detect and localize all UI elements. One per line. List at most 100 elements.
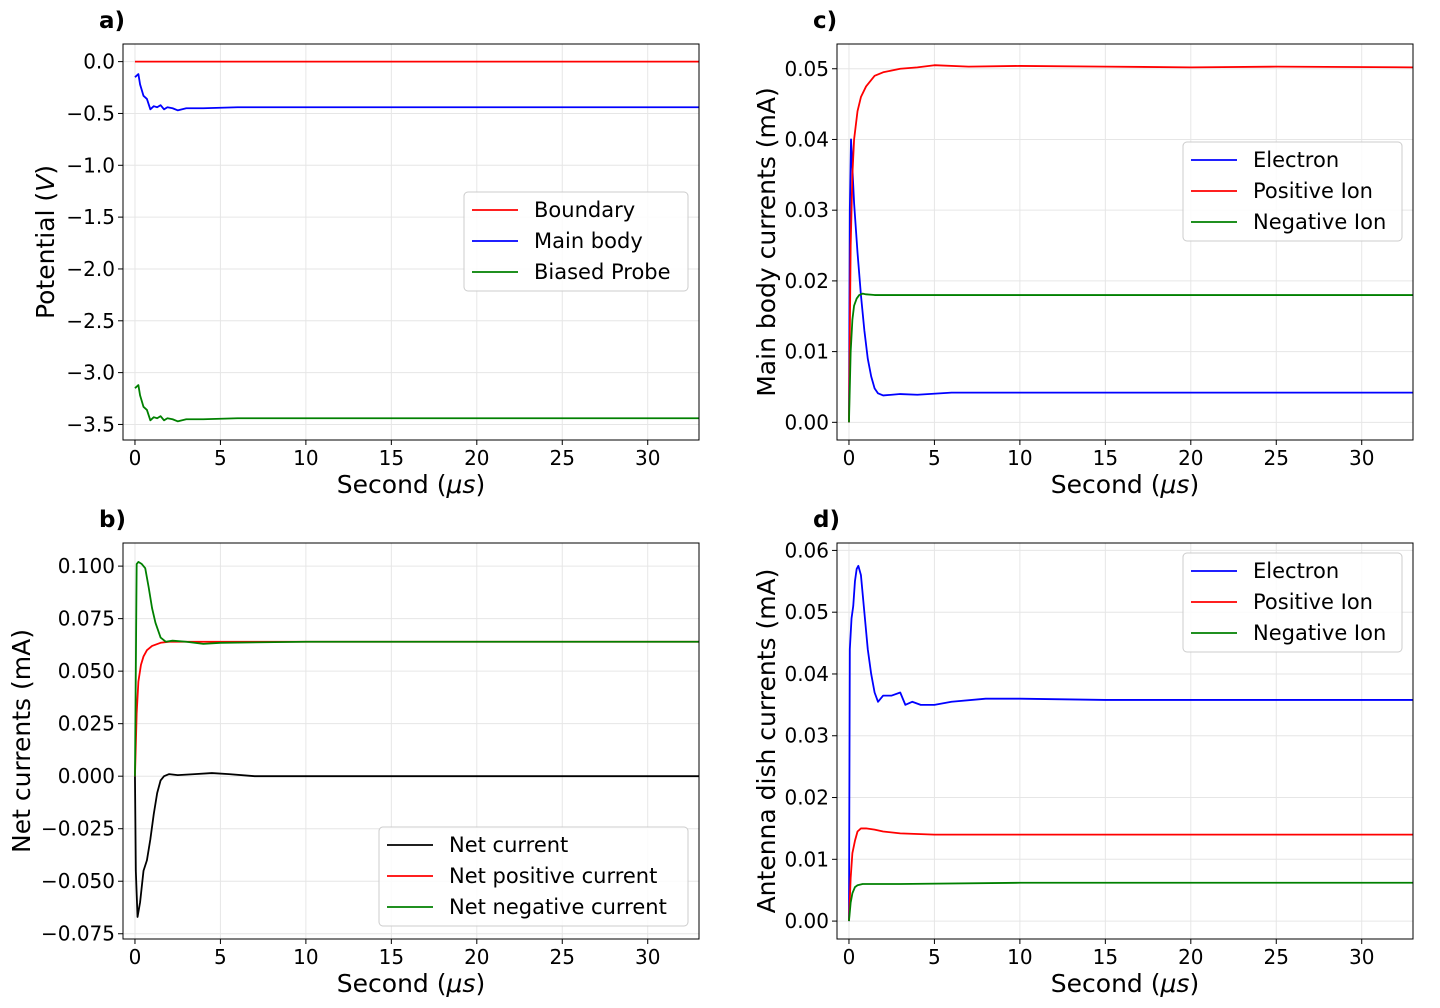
x-tick-label: 5	[214, 945, 227, 969]
x-axis-label: Second (μs)	[1051, 470, 1199, 499]
x-tick-label: 30	[635, 945, 660, 969]
x-tick-label: 30	[1349, 446, 1374, 470]
series-line-positive-ion	[848, 827, 1413, 922]
panel-c: 0 5 10 15 20 25 30 0.00 0.01 0.02 0.03 0.04 0.05 Seco…	[752, 8, 1414, 499]
y-tick-label: 0.00	[784, 909, 829, 933]
series-line-electron	[848, 564, 1413, 922]
y-tick-label: 0.0	[83, 50, 115, 74]
y-tick-label: 0.04	[784, 662, 829, 686]
series-line-main-body	[134, 73, 699, 112]
x-tick-label: 5	[928, 446, 941, 470]
x-tick-label: 30	[1349, 945, 1374, 969]
y-tick-label: 0.050	[58, 659, 115, 683]
x-axis-label-text: Second (	[337, 470, 447, 499]
y-tick-label: 0.03	[784, 724, 829, 748]
legend-box	[1182, 141, 1403, 242]
y-tick-label: −3.5	[66, 412, 115, 436]
x-tick-label: 10	[1007, 446, 1032, 470]
x-tick-label: 25	[1264, 446, 1289, 470]
x-tick-label: 10	[293, 945, 318, 969]
y-axis-label: Potential (V)	[31, 165, 60, 319]
legend-box	[378, 826, 689, 927]
x-tick-label: 20	[464, 446, 489, 470]
panel-label: b)	[99, 507, 126, 533]
legend-box	[463, 191, 689, 292]
x-tick-label: 0	[129, 945, 142, 969]
x-axis-label-close: )	[1189, 470, 1199, 499]
panel-d: 0 5 10 15 20 25 30 0.06 0.05 0.04 0.03 0.02 0.01 0.00…	[752, 507, 1414, 998]
x-tick-label: 0	[129, 446, 142, 470]
y-tick-label: −0.5	[66, 101, 115, 125]
plot-frame	[122, 43, 700, 441]
legend: Electron Positive Ion Negative Ion	[1182, 552, 1403, 653]
y-tick-label: −0.075	[41, 922, 115, 946]
plot-frame	[836, 43, 1414, 441]
series-line-negative-ion	[848, 292, 1413, 423]
y-tick-label: −3.0	[66, 361, 115, 385]
x-axis-label-text: Second (	[1051, 969, 1161, 998]
x-tick-label: 30	[635, 446, 660, 470]
y-tick-label: 0.04	[784, 127, 829, 151]
legend-label: Net current	[449, 833, 568, 857]
legend-label: Negative Ion	[1253, 621, 1386, 645]
x-axis-label-close: )	[475, 470, 485, 499]
series-line-positive-ion	[848, 64, 1413, 423]
panel-label: a)	[99, 8, 125, 34]
legend-label: Positive Ion	[1253, 590, 1373, 614]
y-axis-label: Main body currents (mA)	[752, 87, 781, 397]
y-axis-label: Antenna dish currents (mA)	[752, 569, 781, 914]
y-tick-label: −0.025	[41, 817, 115, 841]
y-tick-label: 0.02	[784, 786, 829, 810]
x-axis-label-unit: μs	[446, 470, 476, 499]
x-tick-label: 10	[293, 446, 318, 470]
x-axis-label-unit: μs	[1160, 470, 1190, 499]
legend-label: Boundary	[534, 198, 635, 222]
y-tick-label: 0.06	[784, 538, 829, 562]
x-tick-label: 5	[214, 446, 227, 470]
y-tick-label: 0.03	[784, 198, 829, 222]
y-tick-label: −0.050	[41, 869, 115, 893]
x-tick-label: 20	[464, 945, 489, 969]
y-tick-label: 0.05	[784, 600, 829, 624]
y-axis-label-text: Potential (	[31, 192, 60, 319]
y-tick-label: 0.02	[784, 269, 829, 293]
x-tick-label: 5	[928, 945, 941, 969]
x-tick-label: 0	[843, 945, 856, 969]
x-tick-label: 25	[1264, 945, 1289, 969]
x-tick-label: 15	[1093, 945, 1118, 969]
x-tick-label: 15	[379, 446, 404, 470]
x-tick-label: 15	[379, 945, 404, 969]
x-axis-label: Second (μs)	[337, 470, 485, 499]
y-axis-label-text: Net currents (mA)	[7, 629, 36, 853]
series-line-net-positive-current	[134, 640, 699, 777]
x-axis-label: Second (μs)	[1051, 969, 1199, 998]
y-tick-label: −1.0	[66, 153, 115, 177]
series-line-negative-ion	[848, 881, 1413, 922]
x-tick-label: 20	[1178, 446, 1203, 470]
series-line-biased-probe	[134, 384, 699, 423]
x-tick-label: 10	[1007, 945, 1032, 969]
y-tick-label: −2.0	[66, 257, 115, 281]
y-axis-label: Net currents (mA)	[7, 629, 36, 853]
x-tick-label: 25	[550, 945, 575, 969]
x-tick-label: 0	[843, 446, 856, 470]
y-axis-label-text: Main body currents (mA)	[752, 87, 781, 397]
legend-label: Electron	[1253, 148, 1339, 172]
series-line-net-current	[134, 772, 699, 918]
y-axis-label-close: )	[31, 165, 60, 175]
x-axis-label-text: Second (	[1051, 470, 1161, 499]
legend-label: Positive Ion	[1253, 179, 1373, 203]
legend-label: Negative Ion	[1253, 210, 1386, 234]
x-axis-label-close: )	[1189, 969, 1199, 998]
x-axis-label: Second (μs)	[337, 969, 485, 998]
y-axis-label-text: Antenna dish currents (mA)	[752, 569, 781, 914]
legend-label: Net negative current	[449, 895, 667, 919]
y-tick-label: 0.01	[784, 847, 829, 871]
legend: Net current Net positive current Net negat…	[378, 826, 689, 927]
legend-box	[1182, 552, 1403, 653]
x-axis-label-unit: μs	[1160, 969, 1190, 998]
x-tick-label: 25	[550, 446, 575, 470]
y-tick-label: 0.100	[58, 554, 115, 578]
x-tick-label: 20	[1178, 945, 1203, 969]
y-tick-label: 0.05	[784, 57, 829, 81]
